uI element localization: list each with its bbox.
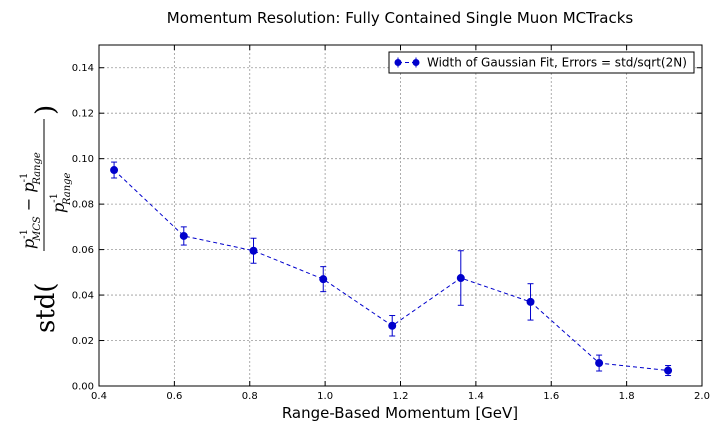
y-tick-label: 0.04 [72, 291, 94, 302]
x-tick-label: 1.4 [468, 391, 484, 402]
legend-box [388, 51, 695, 74]
y-label-num-b-sub: Range [32, 152, 43, 186]
y-label-den: p [49, 203, 68, 213]
y-label-numerator: p-1 MCS − p-1 Range [19, 152, 43, 249]
legend-marker-right [412, 59, 420, 66]
x-tick-label: 0.8 [242, 391, 258, 402]
x-tick-label: 0.6 [166, 391, 182, 402]
x-tick-label: 1.6 [543, 391, 559, 402]
y-tick-label: 0.10 [72, 154, 94, 165]
y-label-num-b-sup: -1 [19, 173, 30, 183]
y-axis-label: std( p-1 MCS − p-1 Range p-1 Range ) [19, 105, 73, 333]
y-label-den-sub: Range [62, 172, 73, 206]
data-point [456, 274, 465, 283]
data-point [319, 275, 328, 284]
y-label-num-a-sub: MCS [32, 216, 43, 242]
x-tick-label: 0.4 [91, 391, 107, 402]
legend-marker-left [394, 59, 402, 66]
y-tick-label: 0.14 [72, 63, 94, 74]
y-label-num-b: p [19, 182, 38, 192]
data-point [110, 166, 119, 175]
x-tick-label: 1.8 [619, 391, 635, 402]
y-label-den-sup: -1 [49, 193, 60, 203]
chart-title: Momentum Resolution: Fully Contained Sin… [167, 9, 634, 27]
data-point [664, 366, 673, 375]
y-tick-label: 0.08 [72, 200, 94, 211]
y-tick-label: 0.12 [72, 109, 94, 120]
x-tick-label: 2.0 [694, 391, 710, 402]
y-label-num-a: p [19, 239, 38, 249]
y-tick-label: 0.02 [72, 336, 94, 347]
y-label-minus: − [19, 193, 38, 217]
y-tick-label: 0.06 [72, 245, 94, 256]
y-label-suffix: ) [31, 105, 61, 115]
y-label-denominator: p-1 Range [49, 172, 73, 213]
y-label-num-a-sup: -1 [19, 229, 30, 239]
data-point [388, 321, 397, 330]
x-tick-label: 1.2 [393, 391, 409, 402]
legend-label: Width of Gaussian Fit, Errors = std/sqrt… [427, 56, 687, 70]
data-point [179, 231, 188, 240]
data-point [595, 359, 604, 368]
y-label-prefix: std( [31, 282, 61, 333]
axes-frame [98, 44, 703, 387]
x-tick-label: 1.0 [317, 391, 333, 402]
y-tick-label: 0.00 [72, 382, 94, 393]
data-point [526, 297, 535, 306]
data-point [249, 246, 258, 255]
plot-area: 0.4 0.6 0.8 1.0 1.2 1.4 1.6 1.8 2.0 0.00 0.02 0.04 0… [72, 44, 710, 402]
x-axis-label: Range-Based Momentum [GeV] [282, 404, 518, 422]
legend: Width of Gaussian Fit, Errors = std/sqrt… [388, 51, 695, 74]
